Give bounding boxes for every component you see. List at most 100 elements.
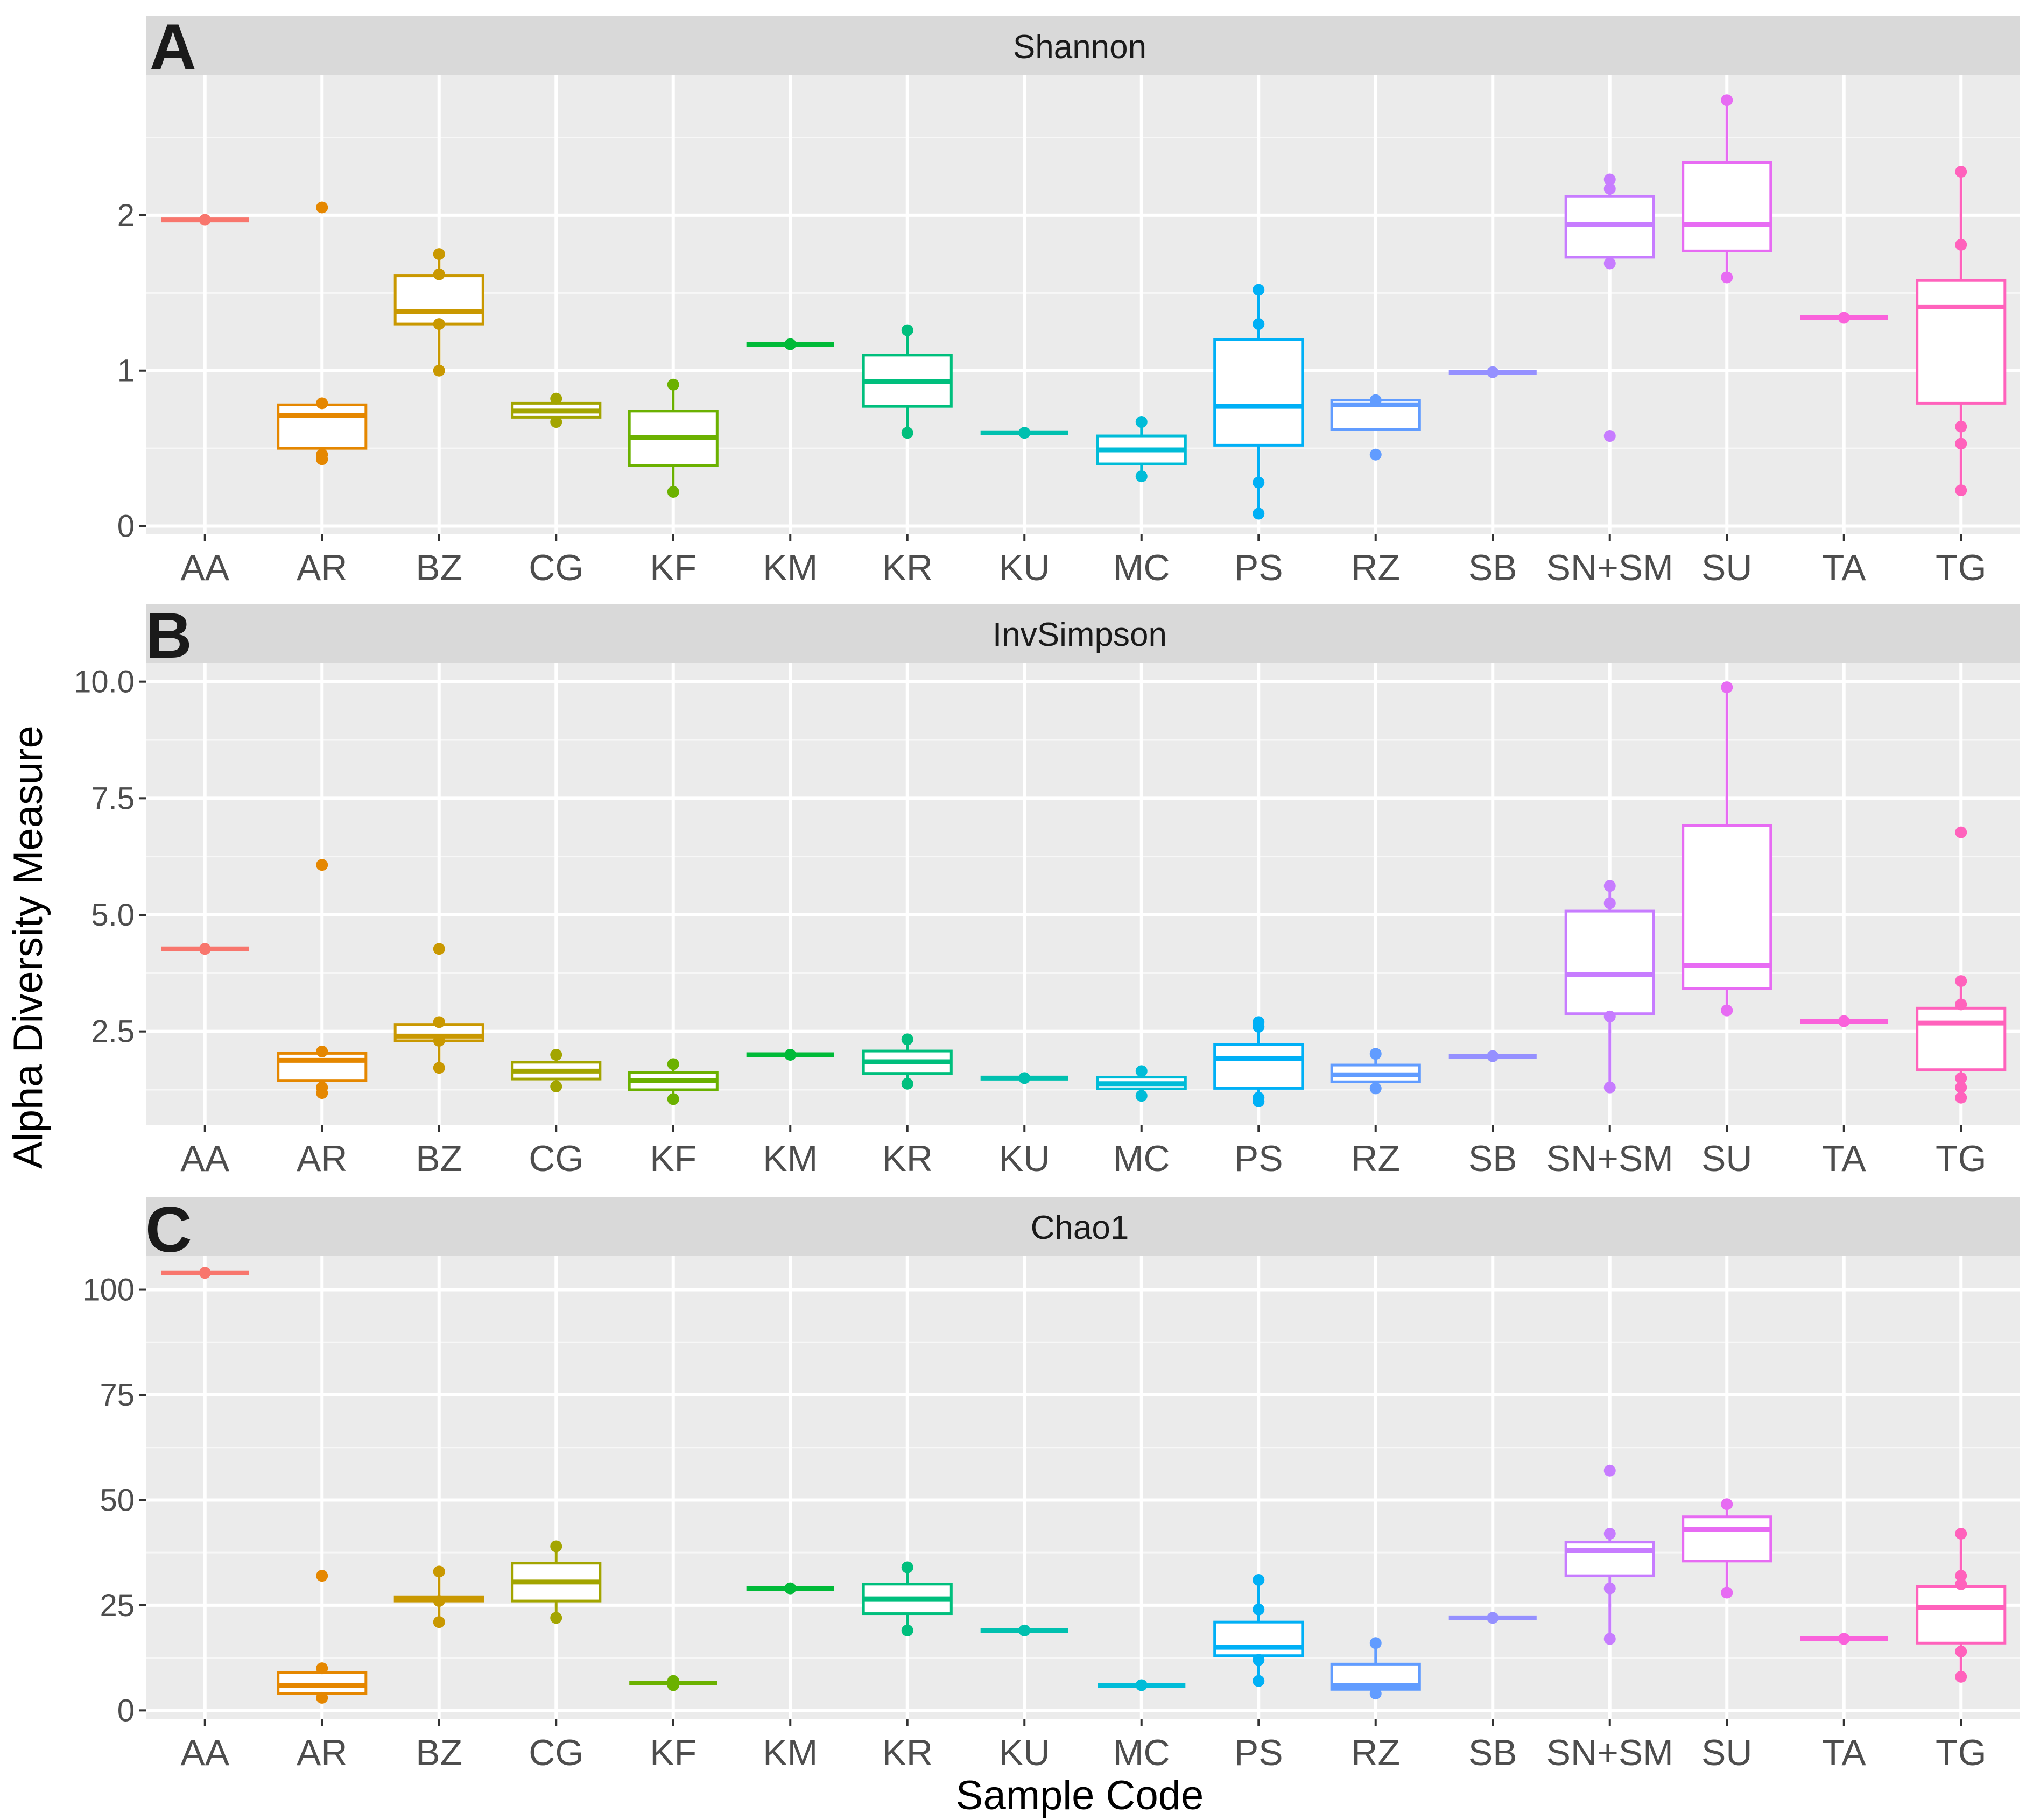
point-shannon-kf-0 bbox=[667, 378, 679, 391]
point-invsimpson-ps-1 bbox=[1253, 1021, 1265, 1033]
x-tick-label-shannon-sn-sm: SN+SM bbox=[1546, 547, 1673, 588]
point-shannon-ku-0 bbox=[1018, 427, 1031, 439]
y-ticks-shannon: 0 1 2 bbox=[117, 198, 146, 544]
point-shannon-tg-2 bbox=[1955, 420, 1967, 433]
point-invsimpson-bz-2 bbox=[433, 1035, 445, 1047]
x-tick-label-invsimpson-mc: MC bbox=[1113, 1138, 1170, 1179]
box-shannon-rz bbox=[1330, 394, 1421, 461]
point-invsimpson-tg-0 bbox=[1955, 826, 1967, 838]
point-shannon-ps-1 bbox=[1253, 318, 1265, 330]
x-tick-label-chao1-ku: KU bbox=[999, 1732, 1050, 1773]
point-shannon-tg-0 bbox=[1955, 166, 1967, 178]
x-tick-label-invsimpson-cg: CG bbox=[529, 1138, 583, 1179]
panel-letter-a: A bbox=[150, 11, 196, 83]
box-body-invsimpson-sn-sm bbox=[1564, 909, 1655, 1015]
plot-area-chao1 bbox=[146, 1256, 2020, 1719]
boxplots-invsimpson bbox=[161, 681, 2007, 1107]
point-chao1-ps-0 bbox=[1253, 1574, 1265, 1586]
box-body-shannon-su bbox=[1682, 161, 1772, 252]
x-tick-label-shannon-km: KM bbox=[763, 547, 818, 588]
point-shannon-su-1 bbox=[1721, 271, 1733, 284]
x-tick-label-chao1-ta: TA bbox=[1822, 1732, 1866, 1773]
point-shannon-sb-0 bbox=[1487, 366, 1499, 378]
point-invsimpson-tg-4 bbox=[1955, 1081, 1967, 1094]
box-shannon-cg bbox=[511, 392, 602, 428]
y-tick-label-shannon-2: 2 bbox=[117, 198, 135, 233]
point-shannon-bz-3 bbox=[433, 364, 445, 377]
box-invsimpson-ku bbox=[980, 1072, 1068, 1084]
y-tick-label-invsimpson-3: 10.0 bbox=[74, 665, 135, 700]
point-chao1-bz-1 bbox=[433, 1595, 445, 1607]
box-invsimpson-bz bbox=[393, 943, 484, 1074]
box-body-chao1-tg bbox=[1916, 1585, 2007, 1645]
box-chao1-su bbox=[1682, 1498, 1772, 1599]
x-tick-label-shannon-sb: SB bbox=[1468, 547, 1517, 588]
point-chao1-bz-0 bbox=[433, 1565, 445, 1578]
point-shannon-km-0 bbox=[784, 338, 797, 350]
box-invsimpson-ps bbox=[1213, 1016, 1304, 1107]
point-shannon-tg-3 bbox=[1955, 438, 1967, 450]
point-invsimpson-cg-0 bbox=[550, 1049, 562, 1061]
x-tick-label-invsimpson-ps: PS bbox=[1234, 1138, 1283, 1179]
box-invsimpson-cg bbox=[511, 1049, 602, 1092]
point-invsimpson-kf-0 bbox=[667, 1058, 679, 1070]
box-body-chao1-sn-sm bbox=[1564, 1541, 1655, 1577]
box-chao1-sb bbox=[1448, 1612, 1537, 1624]
point-invsimpson-kr-0 bbox=[901, 1033, 913, 1046]
box-invsimpson-tg bbox=[1916, 826, 2007, 1104]
y-axis-title: Alpha Diversity Measure bbox=[5, 725, 51, 1169]
y-tick-label-invsimpson-2: 7.5 bbox=[91, 781, 135, 816]
x-tick-label-shannon-kf: KF bbox=[650, 547, 697, 588]
point-chao1-ku-0 bbox=[1018, 1624, 1031, 1636]
point-invsimpson-tg-1 bbox=[1955, 975, 1967, 987]
box-invsimpson-sn-sm bbox=[1564, 880, 1655, 1094]
y-tick-label-chao1-3: 75 bbox=[100, 1378, 135, 1413]
boxplots-shannon bbox=[161, 94, 2007, 520]
box-body-invsimpson-su bbox=[1682, 824, 1772, 990]
x-tick-label-chao1-bz: BZ bbox=[416, 1732, 462, 1773]
box-invsimpson-ar bbox=[277, 859, 368, 1099]
point-shannon-tg-4 bbox=[1955, 484, 1967, 497]
point-invsimpson-sn-sm-0 bbox=[1603, 880, 1616, 892]
box-body-invsimpson-ps bbox=[1213, 1043, 1304, 1090]
x-tick-label-chao1-tg: TG bbox=[1936, 1732, 1986, 1773]
panel-strip-invsimpson bbox=[146, 604, 2020, 663]
point-chao1-mc-0 bbox=[1135, 1679, 1148, 1691]
point-shannon-aa-0 bbox=[199, 214, 211, 226]
box-chao1-mc bbox=[1098, 1679, 1186, 1691]
x-ticks-invsimpson: AA AR BZ CG KF KM KR KU MC PS RZ SB SN+SM SU TA TG bbox=[180, 1125, 1986, 1179]
panel-letter-b: B bbox=[145, 599, 192, 672]
panel-title-chao1: Chao1 bbox=[1031, 1209, 1129, 1246]
box-shannon-km bbox=[746, 338, 834, 350]
x-tick-label-shannon-cg: CG bbox=[529, 547, 583, 588]
point-shannon-sn-sm-3 bbox=[1603, 430, 1616, 442]
y-tick-label-invsimpson-0: 2.5 bbox=[91, 1014, 135, 1049]
point-shannon-kf-1 bbox=[667, 486, 679, 498]
box-chao1-ta bbox=[1800, 1633, 1888, 1645]
point-chao1-rz-0 bbox=[1369, 1637, 1382, 1649]
box-body-chao1-ps bbox=[1213, 1620, 1304, 1657]
x-tick-label-chao1-rz: RZ bbox=[1351, 1732, 1400, 1773]
point-shannon-sn-sm-0 bbox=[1603, 173, 1616, 186]
x-tick-label-shannon-su: SU bbox=[1701, 547, 1752, 588]
point-invsimpson-su-0 bbox=[1721, 681, 1733, 694]
box-shannon-sn-sm bbox=[1564, 173, 1655, 442]
box-shannon-ps bbox=[1213, 284, 1304, 520]
x-tick-label-shannon-ku: KU bbox=[999, 547, 1050, 588]
y-tick-label-shannon-1: 1 bbox=[117, 354, 135, 389]
x-tick-label-shannon-bz: BZ bbox=[416, 547, 462, 588]
x-tick-label-invsimpson-kr: KR bbox=[882, 1138, 933, 1179]
point-invsimpson-sb-0 bbox=[1487, 1050, 1499, 1062]
point-shannon-bz-1 bbox=[433, 268, 445, 280]
box-body-chao1-su bbox=[1682, 1515, 1772, 1563]
y-tick-label-invsimpson-1: 5.0 bbox=[91, 898, 135, 933]
box-chao1-ps bbox=[1213, 1574, 1304, 1687]
box-shannon-ku bbox=[980, 427, 1068, 439]
box-chao1-aa bbox=[161, 1267, 249, 1279]
box-shannon-su bbox=[1682, 94, 1772, 284]
point-invsimpson-ku-0 bbox=[1018, 1072, 1031, 1084]
box-shannon-ar bbox=[277, 201, 368, 465]
box-invsimpson-km bbox=[746, 1049, 834, 1061]
box-body-invsimpson-ar bbox=[277, 1052, 368, 1082]
